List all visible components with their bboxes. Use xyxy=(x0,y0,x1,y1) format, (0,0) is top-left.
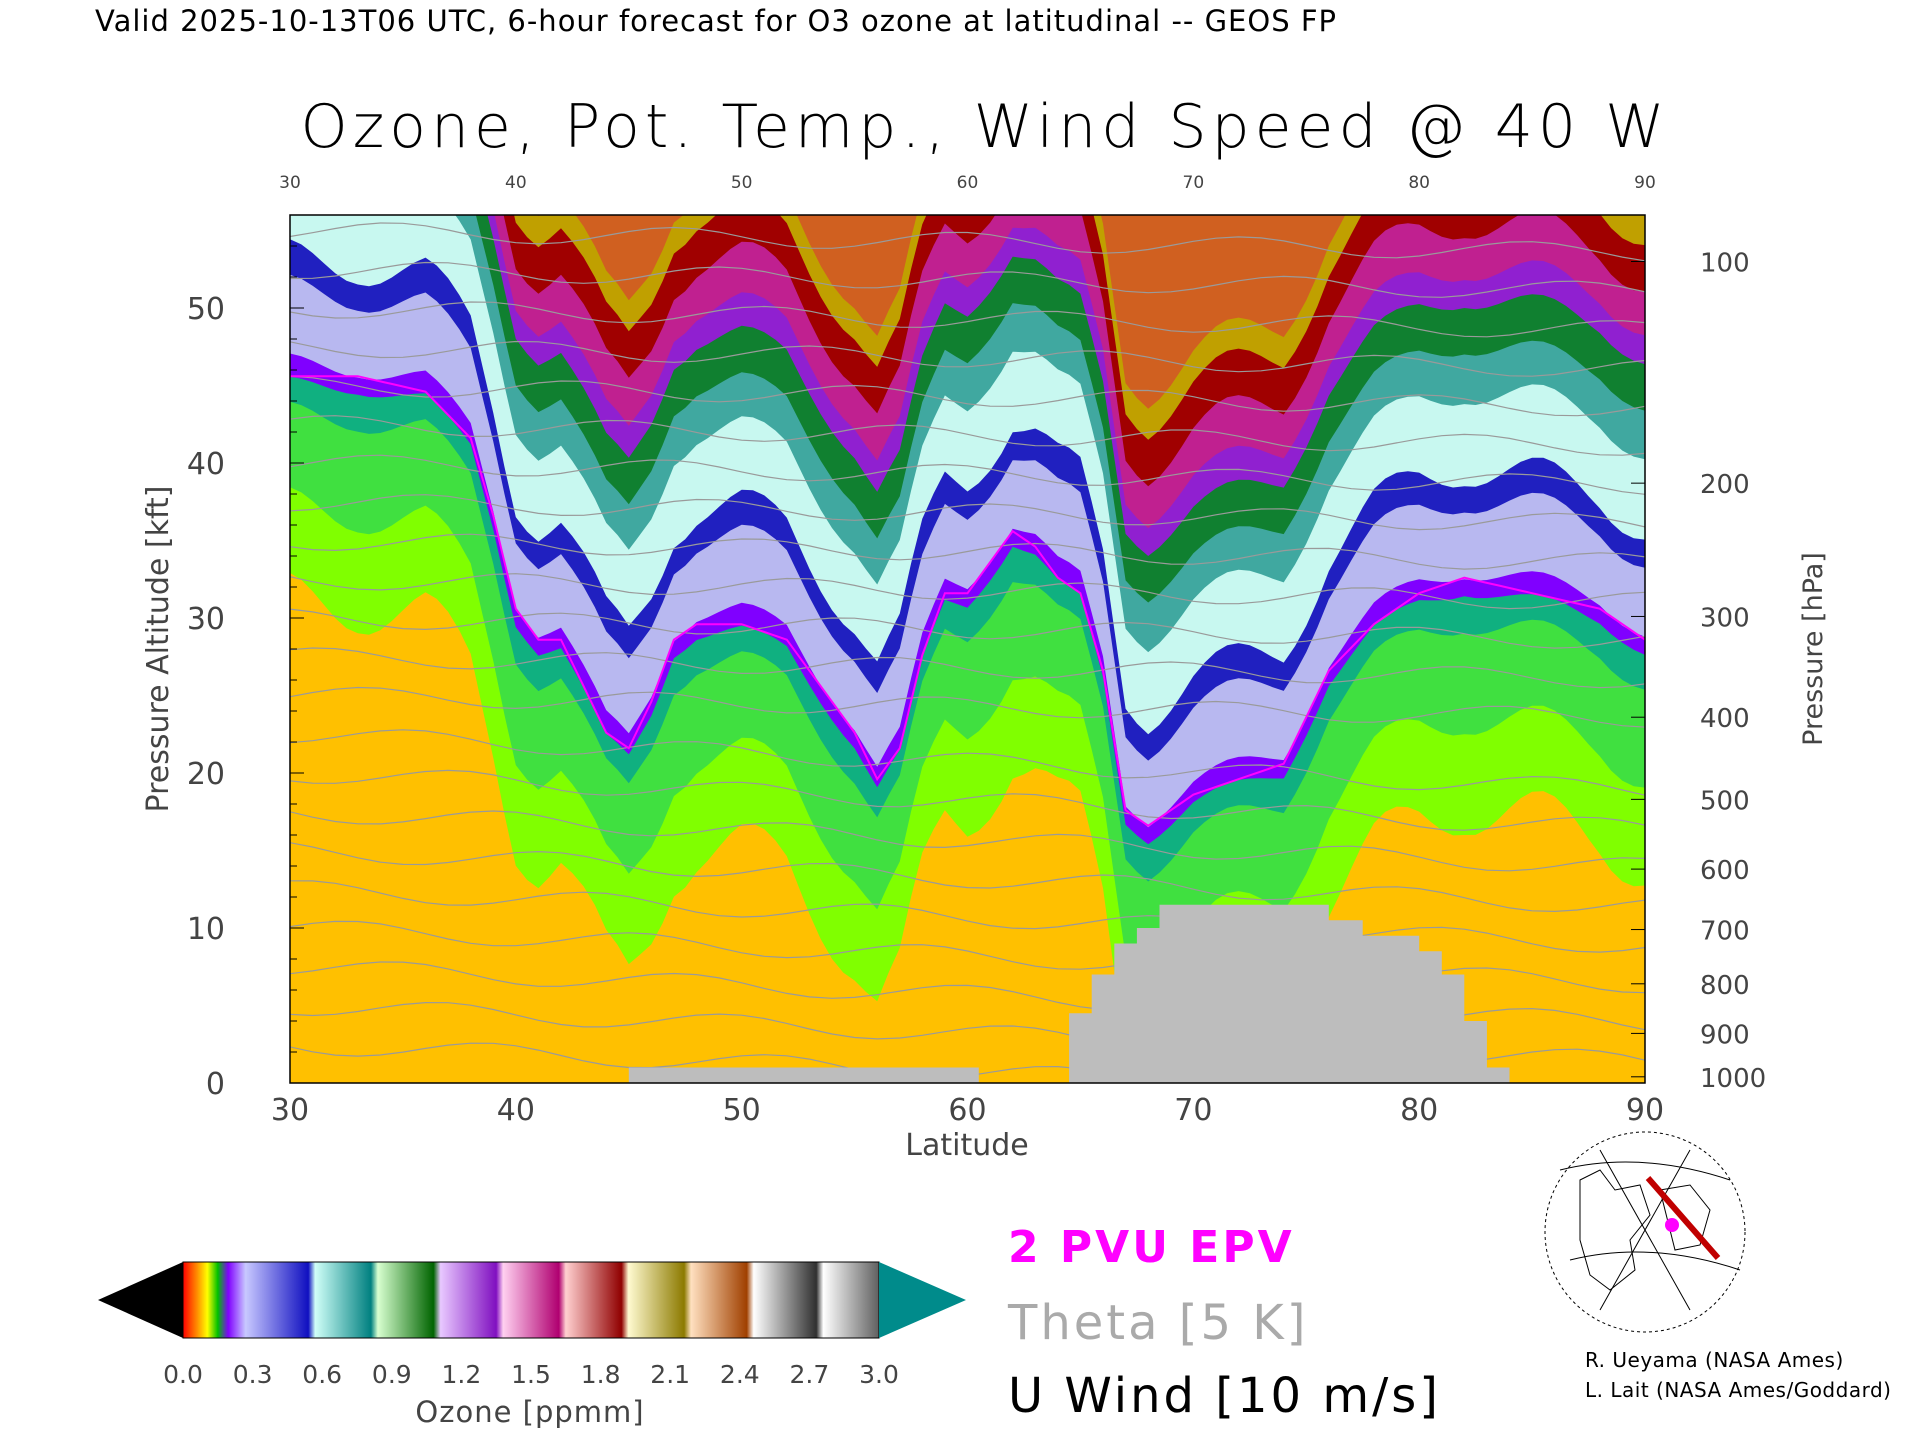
theta-contour xyxy=(290,301,1645,338)
colorbar-tick-label: 0.9 xyxy=(371,1360,412,1389)
y2-tick-label: 100 xyxy=(1700,249,1750,279)
y2-tick-label: 700 xyxy=(1700,917,1750,947)
theta-contour xyxy=(290,261,1645,298)
theta-contour xyxy=(290,729,1645,796)
theta-contour xyxy=(290,454,1645,495)
y2-tick-label: 800 xyxy=(1700,971,1750,1001)
x-top-tick-label: 90 xyxy=(1634,173,1656,193)
theta-contour xyxy=(290,533,1645,570)
theta-contour xyxy=(290,810,1645,872)
legend-epv: 2 PVU EPV xyxy=(1008,1222,1295,1273)
y-tick-label: 0 xyxy=(206,1067,225,1102)
x-tick-label: 40 xyxy=(497,1093,535,1128)
y-tick-label: 50 xyxy=(187,292,225,327)
x-tick-label: 90 xyxy=(1626,1093,1664,1128)
theta-contour xyxy=(290,842,1645,913)
y2-tick-label: 1000 xyxy=(1700,1064,1766,1094)
theta-contour xyxy=(290,375,1645,417)
y2-tick-label: 300 xyxy=(1700,603,1750,633)
theta-contour xyxy=(290,880,1645,953)
chart-title: Ozone, Pot. Temp., Wind Speed @ 40 W xyxy=(300,92,1670,162)
colorbar-low-arrow xyxy=(98,1262,183,1338)
x-top-tick-label: 70 xyxy=(1183,173,1205,193)
colorbar-tick-label: 1.2 xyxy=(441,1360,482,1389)
y2-tick-label: 500 xyxy=(1700,786,1750,816)
colorbar-tick-label: 3.0 xyxy=(859,1360,899,1389)
colorbar-label: Ozone [ppmm] xyxy=(415,1395,645,1429)
theta-contour xyxy=(290,340,1645,377)
y-tick-label: 20 xyxy=(187,757,225,792)
theta-contour xyxy=(290,222,1645,262)
colorbar-tick-label: 2.1 xyxy=(650,1360,691,1389)
legend-uwind: U Wind [10 m/s] xyxy=(1008,1368,1442,1424)
x-top-tick-label: 80 xyxy=(1408,173,1430,193)
colorbar-tick-label: 1.5 xyxy=(511,1360,551,1389)
theta-contour xyxy=(290,494,1645,531)
y-tick-label: 10 xyxy=(187,912,225,947)
credit-ueyama: R. Ueyama (NASA Ames) xyxy=(1585,1348,1844,1372)
legend-theta: Theta [5 K] xyxy=(1008,1295,1309,1351)
theta-contour xyxy=(290,415,1645,456)
colorbar-tick-label: 0.3 xyxy=(232,1360,273,1389)
credit-lait: L. Lait (NASA Ames/Goddard) xyxy=(1585,1378,1892,1402)
theta-contour xyxy=(290,608,1645,649)
colorbar-tick-label: 2.4 xyxy=(719,1360,760,1389)
y-tick-label: 30 xyxy=(187,602,225,637)
theta-contour xyxy=(290,647,1645,689)
y2-axis-label: Pressure [hPa] xyxy=(1798,552,1829,746)
colorbar-tick-label: 0.0 xyxy=(163,1360,203,1389)
colorbar-tick-label: 0.6 xyxy=(302,1360,343,1389)
x-tick-label: 70 xyxy=(1174,1093,1212,1128)
x-top-tick-label: 60 xyxy=(957,173,979,193)
colorbar-high-arrow xyxy=(879,1262,966,1338)
x-tick-label: 80 xyxy=(1400,1093,1438,1128)
y2-tick-label: 900 xyxy=(1700,1020,1750,1050)
ozone-field xyxy=(290,215,1645,1083)
x-top-tick-label: 50 xyxy=(731,173,753,193)
theta-contour xyxy=(290,769,1645,831)
colorbar xyxy=(98,1261,966,1339)
x-axis-label: Latitude xyxy=(905,1128,1028,1163)
locator-map xyxy=(1544,1131,1746,1333)
colorbar-ramp xyxy=(182,1261,880,1339)
x-top-tick-label: 40 xyxy=(505,173,527,193)
colorbar-tick-label: 1.8 xyxy=(580,1360,621,1389)
y-axis-label: Pressure Altitude [kft] xyxy=(141,486,176,813)
x-tick-label: 30 xyxy=(271,1093,309,1128)
colorbar-tick-label: 2.7 xyxy=(789,1360,830,1389)
x-tick-label: 50 xyxy=(723,1093,761,1128)
x-top-tick-label: 30 xyxy=(279,173,301,193)
x-tick-label: 60 xyxy=(948,1093,986,1128)
theta-contour xyxy=(290,686,1645,728)
y2-tick-label: 400 xyxy=(1700,704,1750,734)
y2-tick-label: 600 xyxy=(1700,856,1750,886)
y-tick-label: 40 xyxy=(187,447,225,482)
y2-tick-label: 200 xyxy=(1700,470,1750,500)
forecast-header: Valid 2025-10-13T06 UTC, 6-hour forecast… xyxy=(95,4,1338,38)
